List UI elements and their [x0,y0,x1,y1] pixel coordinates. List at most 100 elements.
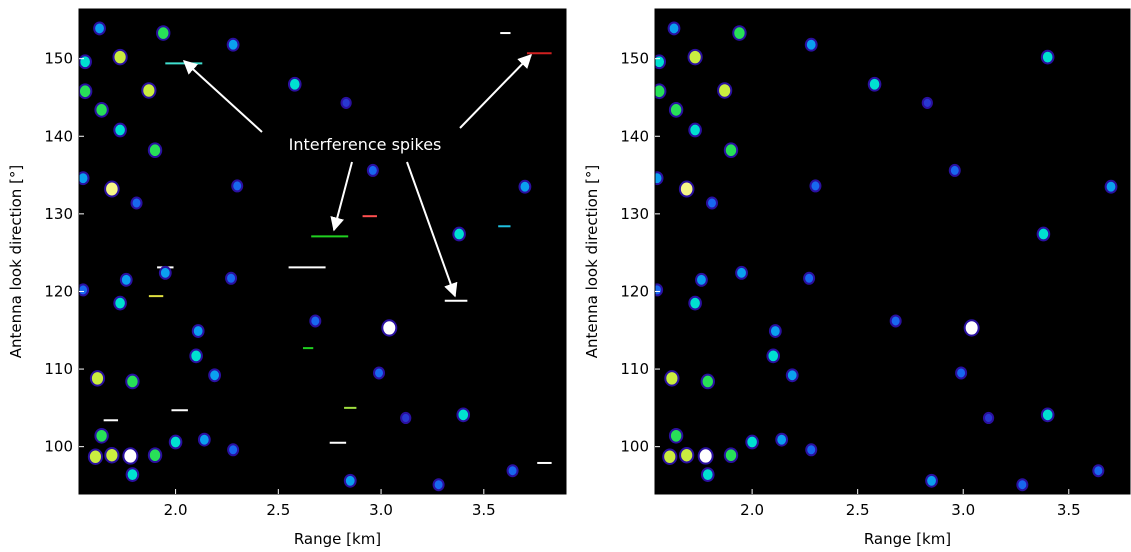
x-axis-label: Range [km] [864,530,951,548]
radar-return [925,473,938,488]
radar-return [1092,464,1105,478]
radar-return [93,21,106,36]
radar-return [225,271,238,285]
x-axis-label: Range [km] [294,530,381,548]
radar-return [189,348,203,364]
y-tick-label: 130 [620,205,649,223]
radar-return [79,171,90,186]
radar-return [775,432,789,447]
radar-return [695,272,708,287]
radar-return [87,448,104,466]
radar-return [79,283,90,297]
y-tick-label: 130 [44,205,73,223]
radar-return [130,196,143,210]
radar-return [309,314,322,328]
radar-return [766,348,781,364]
radar-return [227,443,240,457]
radar-return [231,179,244,193]
radar-return [655,83,667,100]
radar-return [1104,179,1118,194]
radar-return [1040,49,1055,65]
radar-return [655,283,664,297]
radar-return [955,366,968,380]
radar-return [373,366,386,380]
radar-return [89,370,106,387]
radar-return [113,295,127,311]
radar-return [921,96,933,109]
x-tick-label: 2.0 [164,501,188,519]
radar-return [147,142,163,159]
x-tick-label: 2.5 [266,501,290,519]
radar-return [400,411,412,425]
radar-return [655,171,664,186]
radar-return [700,467,715,482]
radar-return [158,265,172,280]
radar-return [113,122,127,138]
radar-return [94,427,109,444]
radar-return [706,196,718,210]
radar-return [889,314,902,328]
radar-return [518,179,532,194]
radar-return [208,368,222,383]
radar-return [745,434,759,450]
y-tick-label: 110 [44,360,73,378]
x-tick-label: 2.0 [740,501,764,519]
radar-return [125,373,140,390]
radar-return [867,76,882,92]
radar-return [687,48,703,66]
radar-return [732,25,747,41]
radar-return [287,76,302,92]
radar-return [700,373,715,390]
y-tick-label: 150 [620,50,649,68]
radar-return [226,37,240,52]
radar-return [456,407,471,423]
radar-return [785,368,799,383]
radar-return [668,427,684,444]
x-tick-label: 2.5 [846,501,870,519]
plot-background [79,9,566,494]
radar-return [156,25,171,41]
radar-return [168,434,183,450]
plot-background [655,9,1130,494]
radar-return [735,265,748,280]
radar-return [667,21,681,36]
radar-return [662,448,678,466]
radar-return [452,226,466,242]
radar-return [343,473,357,488]
radar-return [79,54,92,70]
y-tick-label: 140 [620,127,649,145]
radar-return [963,319,980,337]
annotation: Interference spikes [289,135,442,154]
radar-return [804,37,818,52]
x-tick-label: 3.0 [951,501,975,519]
radar-return [809,179,822,193]
radar-return [141,82,157,99]
radar-return [122,447,139,465]
radar-return [366,163,379,177]
radar-return [688,122,702,138]
y-tick-label: 150 [44,50,73,68]
x-tick-label: 3.5 [472,501,496,519]
radar-return [668,102,684,118]
radar-return [104,180,120,198]
radar-return [678,180,695,198]
annotation-arrow [182,60,263,133]
y-axis-label: Antenna look direction [°] [583,165,601,359]
radar-return [125,467,140,482]
radar-return [506,464,519,478]
radar-return [723,447,739,464]
plot-frame [78,8,567,495]
y-tick-label: 120 [44,282,73,300]
annotation-arrow [459,53,532,129]
radar-return [112,48,128,66]
radar-return [805,443,818,457]
radar-return [381,319,398,337]
radar-return [197,432,211,447]
radar-return [717,82,733,99]
radar-return [697,447,714,465]
radar-return [1040,407,1055,423]
radar-return [340,96,352,109]
radar-return [664,370,680,387]
radar-return [147,447,163,464]
